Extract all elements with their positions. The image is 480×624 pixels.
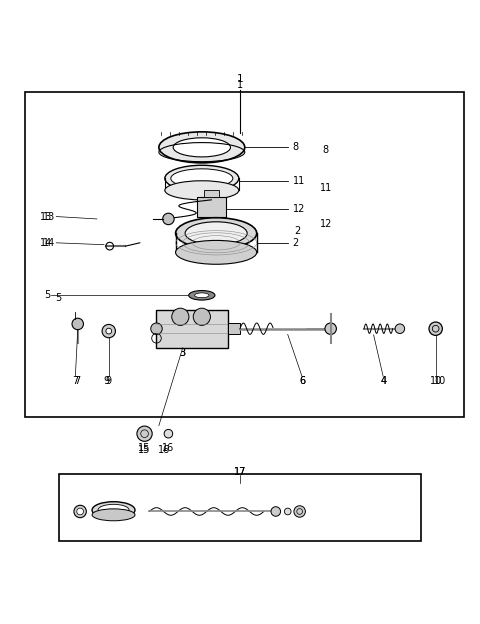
Text: 5: 5 [56, 293, 62, 303]
Text: 7: 7 [72, 376, 79, 386]
Circle shape [74, 505, 86, 518]
Ellipse shape [165, 165, 239, 192]
Text: 2: 2 [292, 238, 299, 248]
Text: 10: 10 [430, 376, 442, 386]
Ellipse shape [165, 181, 239, 200]
Text: 17: 17 [234, 467, 246, 477]
Ellipse shape [185, 222, 247, 245]
Text: 12: 12 [320, 219, 332, 229]
Text: 11: 11 [320, 183, 332, 193]
Circle shape [294, 506, 305, 517]
Bar [156, 310, 228, 348]
Text: 4: 4 [380, 376, 386, 386]
Text: 14: 14 [39, 238, 52, 248]
Circle shape [395, 324, 405, 333]
Circle shape [193, 308, 210, 325]
Circle shape [271, 507, 281, 516]
Text: 14: 14 [43, 238, 55, 248]
Text: 5: 5 [44, 290, 50, 300]
Circle shape [163, 213, 174, 225]
Text: 16: 16 [157, 446, 170, 456]
Circle shape [72, 318, 84, 329]
Circle shape [77, 508, 84, 515]
Ellipse shape [176, 240, 257, 265]
Text: 12: 12 [292, 205, 305, 215]
Text: 3: 3 [180, 348, 186, 358]
Text: 6: 6 [299, 376, 305, 386]
Circle shape [172, 308, 189, 325]
Ellipse shape [92, 509, 135, 521]
Text: 8: 8 [323, 145, 329, 155]
Text: 11: 11 [292, 176, 305, 186]
Text: 8: 8 [292, 142, 299, 152]
Text: 4: 4 [380, 376, 386, 386]
Text: 1: 1 [237, 74, 243, 84]
Text: 17: 17 [234, 467, 246, 477]
Text: 9: 9 [106, 376, 112, 386]
Bar [228, 323, 240, 334]
Text: 2: 2 [294, 226, 300, 236]
Text: 15: 15 [138, 446, 151, 456]
Text: 9: 9 [103, 376, 109, 386]
Text: 6: 6 [299, 376, 305, 386]
Circle shape [151, 323, 162, 334]
Ellipse shape [98, 504, 129, 516]
Ellipse shape [173, 138, 230, 157]
Circle shape [325, 323, 336, 334]
Text: 13: 13 [39, 212, 52, 222]
Text: 16: 16 [162, 443, 175, 453]
Ellipse shape [159, 132, 245, 163]
Text: 7: 7 [74, 376, 81, 386]
Ellipse shape [176, 218, 257, 249]
Text: 15: 15 [138, 443, 151, 453]
Circle shape [137, 426, 152, 441]
Circle shape [284, 508, 291, 515]
Circle shape [102, 324, 116, 338]
Circle shape [106, 328, 112, 334]
Circle shape [429, 322, 443, 335]
Circle shape [164, 429, 173, 438]
Ellipse shape [195, 293, 209, 298]
Text: 1: 1 [237, 80, 243, 90]
Text: 3: 3 [180, 348, 186, 358]
Bar [59, 474, 421, 541]
Bar [197, 197, 226, 217]
Text: 13: 13 [43, 212, 55, 222]
Ellipse shape [189, 291, 215, 300]
Ellipse shape [92, 502, 135, 519]
Bar [204, 190, 218, 197]
Text: 10: 10 [434, 376, 446, 386]
Bar [25, 92, 464, 417]
Ellipse shape [171, 169, 233, 188]
